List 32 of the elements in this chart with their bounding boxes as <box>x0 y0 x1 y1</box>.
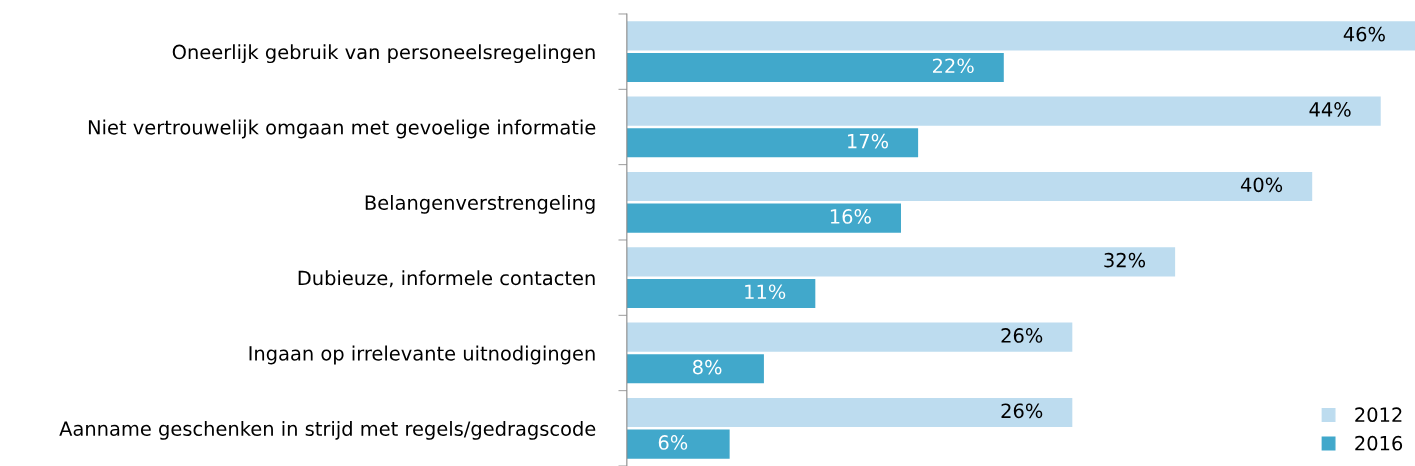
data-label: 16% <box>830 209 871 224</box>
bar <box>626 247 1176 277</box>
data-label: 26% <box>1001 328 1043 343</box>
data-label: 26% <box>1001 403 1043 419</box>
data-label: 17% <box>848 133 889 149</box>
data-label: 8% <box>693 359 722 375</box>
y-tick-label: Aanname geschenken in strijd met regels/gedragscode <box>59 420 596 440</box>
bar <box>626 354 764 384</box>
y-tick-label: Niet vertrouwelijk omgaan met gevoelige informatie <box>88 119 596 139</box>
bar <box>626 397 1073 428</box>
bar <box>626 96 1381 126</box>
bar <box>626 171 1313 202</box>
data-label: 6% <box>658 435 688 450</box>
bar <box>626 21 1415 51</box>
y-tick-label: Ingaan op irrelevante uitnodigingen <box>249 345 595 365</box>
data-label: 46% <box>1343 26 1385 42</box>
bar <box>626 322 1073 352</box>
y-tick-label: Belangenverstrengeling <box>365 194 595 214</box>
bar <box>626 429 730 459</box>
bar <box>626 128 919 158</box>
data-label: 22% <box>932 58 974 74</box>
y-tick-label: Dubieuze, informele contacten <box>298 270 595 288</box>
legend-label: 2016 <box>1355 435 1403 451</box>
bar <box>626 203 901 233</box>
data-label: 11% <box>745 284 786 300</box>
data-label: 44% <box>1309 102 1351 117</box>
legend-label: 2012 <box>1355 407 1402 423</box>
bar <box>626 278 816 309</box>
bar <box>626 52 1004 83</box>
data-label: 32% <box>1104 252 1146 268</box>
y-tick-label: Oneerlijk gebruik van personeelsregelingen <box>172 44 595 64</box>
data-label: 40% <box>1240 177 1283 193</box>
